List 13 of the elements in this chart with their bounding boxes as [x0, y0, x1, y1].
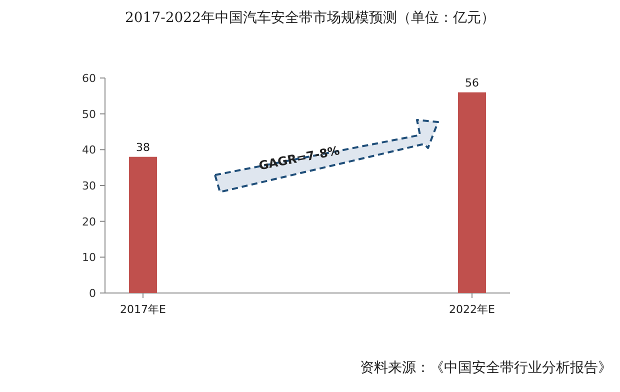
y-tick-label: 30 — [82, 180, 96, 192]
data-label: 38 — [136, 140, 150, 154]
y-tick-label: 10 — [82, 251, 96, 264]
x-tick-label: 2017年E — [120, 303, 166, 316]
y-tick-label: 20 — [82, 215, 96, 228]
data-label: 56 — [465, 76, 479, 90]
y-tick-label: 60 — [82, 72, 96, 85]
y-tick-label: 50 — [82, 108, 96, 121]
y-tick-label: 0 — [89, 287, 96, 300]
y-tick-label: 40 — [82, 144, 96, 157]
x-tick-label: 2022年E — [449, 303, 496, 316]
text: 资料来源：《中国安全带行业分析报告》 — [360, 360, 612, 376]
chart-title: 2017-2022年中国汽车安全带市场规模预测（单位：亿元） — [125, 10, 495, 26]
